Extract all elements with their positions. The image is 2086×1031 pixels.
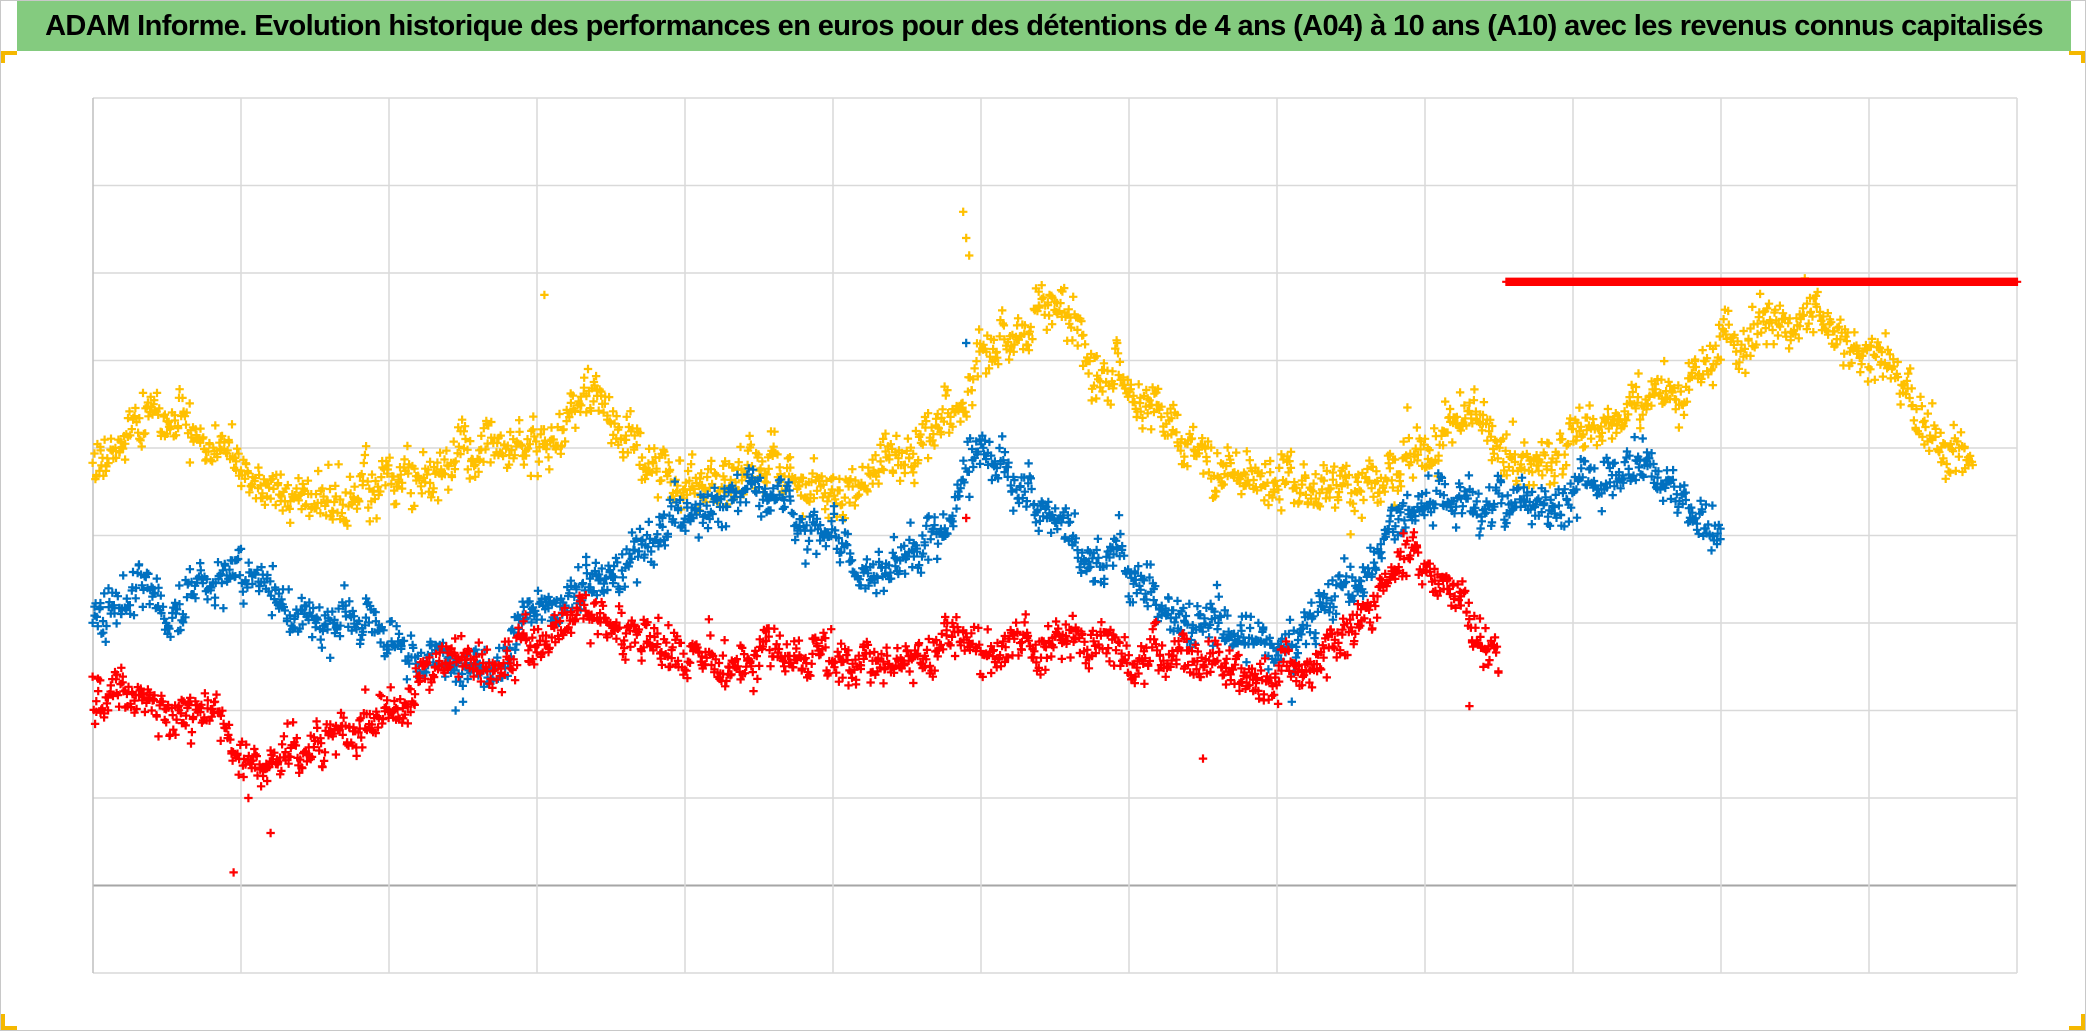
- series-2: [88, 338, 1725, 715]
- corner-accent-top-left: [1, 51, 17, 63]
- series-4: [1502, 277, 2022, 286]
- series-3: [88, 513, 1503, 877]
- corner-accent-top-right: [2069, 51, 2085, 63]
- corner-accent-bottom-left: [1, 1014, 17, 1030]
- chart-title: ADAM Informe. Evolution historique des p…: [45, 9, 2043, 42]
- series-3-markers: [88, 513, 1503, 877]
- title-bar: ADAM Informe. Evolution historique des p…: [17, 1, 2071, 51]
- series-2-markers: [88, 338, 1725, 715]
- gridlines: [92, 97, 2018, 974]
- series-1: [88, 207, 1977, 539]
- series-layer: [88, 207, 2022, 877]
- corner-accent-bottom-right: [2069, 1014, 2085, 1030]
- series-4-markers: [1502, 277, 2022, 286]
- series-1-markers: [88, 207, 1977, 539]
